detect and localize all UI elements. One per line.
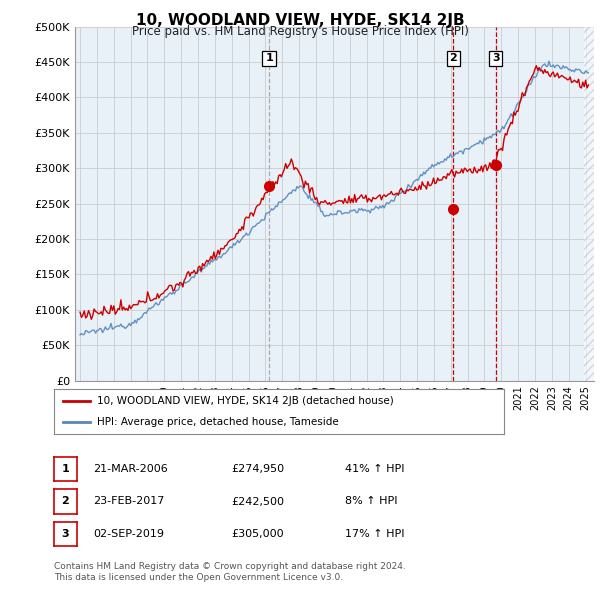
Text: 02-SEP-2019: 02-SEP-2019 bbox=[93, 529, 164, 539]
Text: 3: 3 bbox=[492, 54, 500, 63]
Text: 17% ↑ HPI: 17% ↑ HPI bbox=[345, 529, 404, 539]
Text: 8% ↑ HPI: 8% ↑ HPI bbox=[345, 497, 398, 506]
Text: HPI: Average price, detached house, Tameside: HPI: Average price, detached house, Tame… bbox=[97, 417, 338, 427]
Text: 3: 3 bbox=[62, 529, 69, 539]
Text: 21-MAR-2006: 21-MAR-2006 bbox=[93, 464, 168, 474]
Bar bbox=[584, 27, 594, 381]
Text: Price paid vs. HM Land Registry's House Price Index (HPI): Price paid vs. HM Land Registry's House … bbox=[131, 25, 469, 38]
Text: 1: 1 bbox=[62, 464, 69, 474]
Text: 1: 1 bbox=[265, 54, 273, 63]
Text: £242,500: £242,500 bbox=[231, 497, 284, 506]
Text: 10, WOODLAND VIEW, HYDE, SK14 2JB: 10, WOODLAND VIEW, HYDE, SK14 2JB bbox=[136, 13, 464, 28]
Text: 41% ↑ HPI: 41% ↑ HPI bbox=[345, 464, 404, 474]
Text: 2: 2 bbox=[449, 54, 457, 63]
Text: Contains HM Land Registry data © Crown copyright and database right 2024.
This d: Contains HM Land Registry data © Crown c… bbox=[54, 562, 406, 582]
Text: £305,000: £305,000 bbox=[231, 529, 284, 539]
Text: £274,950: £274,950 bbox=[231, 464, 284, 474]
Text: 2: 2 bbox=[62, 497, 69, 506]
Text: 10, WOODLAND VIEW, HYDE, SK14 2JB (detached house): 10, WOODLAND VIEW, HYDE, SK14 2JB (detac… bbox=[97, 396, 394, 407]
Text: 23-FEB-2017: 23-FEB-2017 bbox=[93, 497, 164, 506]
